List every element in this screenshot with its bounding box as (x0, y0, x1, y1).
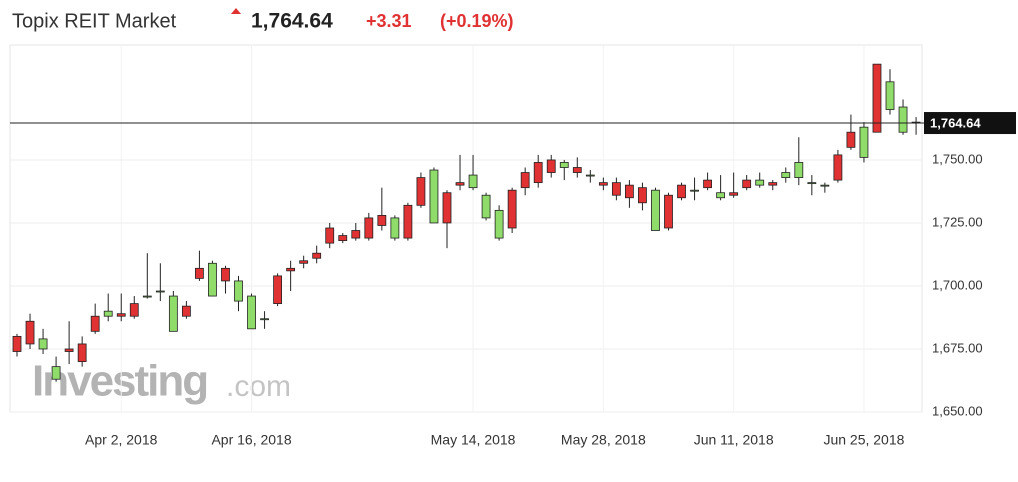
candle-body (260, 318, 269, 321)
candle-body (299, 260, 309, 264)
candle-body (703, 179, 712, 189)
x-tick-label: May 28, 2018 (561, 432, 646, 448)
candle-body (729, 192, 739, 196)
candle-body (546, 159, 556, 173)
candle-body (221, 267, 230, 282)
candle-body (25, 320, 35, 345)
candle-body (611, 182, 621, 196)
candle-body (494, 209, 504, 239)
y-tick-label: 1,675.00 (932, 340, 983, 355)
candle-body (833, 154, 843, 181)
candle-body (312, 252, 322, 259)
candle-body (116, 313, 126, 317)
price-tag (924, 112, 1016, 135)
candle-body (325, 227, 335, 244)
y-tick-label: 1,650.00 (932, 403, 983, 418)
candle-body (416, 177, 426, 206)
candle-body (455, 182, 465, 186)
candle-body (520, 172, 530, 189)
candle-body (781, 172, 791, 178)
candle-body (768, 182, 778, 186)
x-tick-label: Apr 16, 2018 (211, 432, 291, 448)
up-arrow (231, 8, 241, 14)
candle-body (155, 290, 165, 293)
candle-body (364, 217, 374, 239)
candle-body (507, 189, 517, 229)
candle-body (168, 295, 178, 332)
candle-body (859, 126, 869, 158)
candle-body (638, 187, 647, 204)
candle-body (77, 343, 87, 362)
candle-body (794, 162, 804, 178)
candle-body (533, 162, 543, 184)
candle-body (559, 162, 569, 168)
candle-body (103, 310, 113, 317)
candle-body (247, 295, 256, 330)
candle-body (481, 194, 491, 219)
candle-body (142, 295, 152, 298)
change-percent: (+0.19%) (440, 11, 514, 31)
chart-title: Topix REIT Market (12, 10, 177, 32)
candle-body (755, 179, 765, 186)
candle-body (572, 167, 582, 173)
candle-body (585, 174, 595, 177)
candle-body (390, 217, 400, 239)
candle-body (181, 305, 191, 317)
candle-body (377, 214, 387, 226)
y-tick-label: 1,700.00 (932, 277, 983, 292)
candle-body (690, 189, 699, 192)
candle-body (846, 131, 856, 148)
candle-body (442, 192, 452, 224)
candle-body (664, 194, 673, 229)
candle-body (625, 184, 634, 199)
candle-body (273, 275, 283, 305)
candle-body (351, 230, 361, 239)
candle-body (598, 182, 608, 186)
candle-body (898, 106, 908, 133)
candle-body (403, 204, 413, 239)
x-tick-label: Jun 11, 2018 (694, 432, 774, 448)
candle-body (716, 192, 726, 199)
candle-body (51, 366, 61, 380)
candle-body (429, 169, 439, 224)
candle-body (677, 184, 686, 199)
candle-body (872, 63, 882, 133)
candle-body (807, 182, 817, 185)
candle-body (90, 315, 100, 332)
candle-body (286, 267, 296, 272)
change: +3.31 (366, 11, 412, 31)
candle-body (468, 174, 478, 189)
x-tick-label: Apr 2, 2018 (85, 432, 158, 448)
y-tick-label: 1,725.00 (932, 214, 983, 229)
candle-body (129, 303, 139, 317)
candle-body (38, 338, 48, 350)
candle-body (742, 179, 752, 189)
candle-body (820, 184, 830, 187)
candle-body (208, 262, 217, 297)
candle-body (195, 267, 204, 279)
watermark: Investing (32, 357, 207, 406)
candle-body (338, 235, 348, 241)
candle-body (885, 81, 895, 110)
watermark-suffix: .com (226, 370, 291, 403)
price: 1,764.64 (251, 10, 333, 33)
y-tick-label: 1,750.00 (932, 151, 983, 166)
price-tag-label: 1,764.64 (930, 115, 981, 130)
x-tick-label: May 14, 2018 (431, 432, 516, 448)
x-tick-label: Jun 25, 2018 (823, 432, 904, 448)
candle-body (64, 348, 74, 352)
candle-body (12, 335, 22, 352)
candle-body (651, 189, 660, 231)
candle-body (234, 280, 243, 302)
